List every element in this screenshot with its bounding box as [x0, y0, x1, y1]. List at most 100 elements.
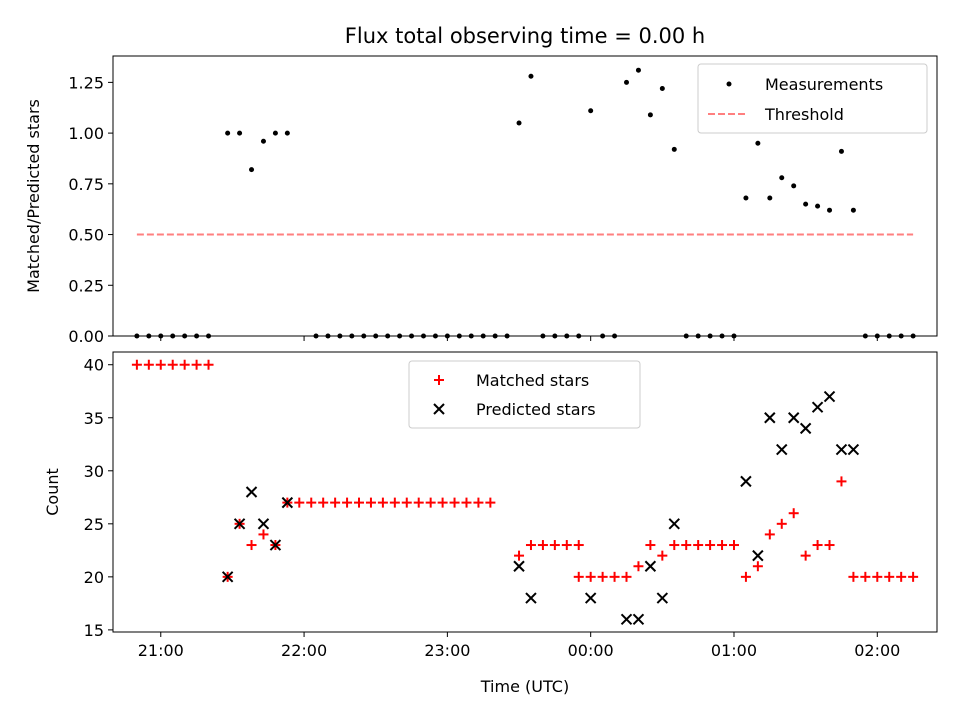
bottom-chart-legend: Matched stars Predicted stars: [408, 360, 641, 429]
predicted-point-21: [823, 390, 836, 403]
matched-point-4: [179, 359, 190, 370]
legend-measurements-label: Measurements: [765, 75, 883, 94]
top-legend-box: [697, 63, 928, 134]
matched-point-50: [740, 571, 751, 582]
predicted-point-3: [257, 518, 270, 530]
matched-point-55: [800, 550, 811, 561]
matched-point-63: [896, 571, 907, 582]
predicted-point-17: [776, 443, 788, 456]
bottom-chart-y-axis: 15 20 25 30 35 40: [84, 356, 113, 640]
matched-point-58: [836, 476, 847, 487]
measurement-point-8: [237, 130, 243, 136]
matched-point-52: [764, 529, 775, 540]
matched-point-27: [461, 497, 472, 508]
matched-point-0: [131, 359, 142, 370]
measurement-point-9: [249, 167, 255, 173]
top-ytick-label-1: 0.25: [68, 276, 104, 295]
matched-point-19: [365, 497, 376, 508]
top-ytick-label-5: 1.25: [68, 73, 104, 92]
predicted-point-7: [525, 592, 537, 604]
bottom-chart-frame: [112, 351, 938, 633]
matched-point-43: [657, 550, 668, 561]
predicted-point-1: [233, 518, 246, 530]
bottom-chart-y-axis-label: Count: [43, 468, 62, 516]
measurement-point-42: [659, 85, 665, 91]
matched-point-22: [401, 497, 412, 508]
predicted-point-8: [584, 592, 597, 604]
top-chart-frame: [112, 55, 938, 337]
bottom-chart-x-axis-label: Time (UTC): [480, 677, 569, 696]
bottom-ytick-label-4: 35: [84, 409, 104, 428]
bottom-xtick-label-3: 00:00: [568, 641, 614, 660]
bottom-ytick-label-0: 15: [84, 621, 104, 640]
matched-point-20: [377, 497, 388, 508]
matched-point-62: [884, 571, 895, 582]
legend-measurements-marker: [726, 81, 732, 87]
top-ytick-label-4: 1.00: [68, 124, 104, 143]
matched-point-56: [812, 540, 823, 551]
bottom-xtick-label-4: 01:00: [711, 641, 757, 660]
measurement-point-52: [779, 175, 785, 181]
bottom-ytick-label-1: 20: [84, 568, 104, 587]
matched-point-39: [609, 571, 620, 582]
matched-point-36: [573, 571, 584, 582]
predicted-point-6: [513, 560, 525, 572]
matched-point-47: [705, 540, 716, 551]
legend-predicted-label: Predicted stars: [476, 400, 596, 419]
matched-point-45: [681, 540, 692, 551]
matched-point-10: [258, 529, 269, 540]
matched-point-34: [561, 540, 572, 551]
top-chart-legend: Measurements Threshold: [697, 63, 928, 134]
predicted-point-0: [221, 571, 234, 583]
predicted-point-9: [620, 613, 633, 625]
measurement-point-30: [516, 120, 522, 126]
measurement-point-56: [827, 207, 833, 213]
predicted-point-23: [847, 443, 860, 456]
matched-point-57: [824, 540, 835, 551]
matched-point-41: [633, 561, 644, 572]
matched-point-64: [908, 571, 919, 582]
predicted-point-19: [799, 422, 812, 435]
measurement-point-50: [755, 140, 761, 146]
predicted-point-10: [632, 613, 645, 625]
bottom-xtick-label-5: 02:00: [854, 641, 900, 660]
matched-point-29: [485, 497, 496, 508]
matched-point-2: [155, 359, 166, 370]
predicted-point-12: [656, 592, 669, 604]
measurement-point-53: [791, 183, 797, 189]
matched-point-9: [246, 540, 257, 551]
predicted-point-2: [245, 486, 258, 498]
matched-point-14: [306, 497, 317, 508]
predicted-point-20: [811, 401, 824, 413]
top-chart-title: Flux total observing time = 0.00 h: [345, 24, 705, 48]
matched-point-32: [537, 540, 548, 551]
matched-point-31: [525, 540, 536, 551]
top-ytick-label-3: 0.75: [68, 175, 104, 194]
matched-point-5: [191, 359, 202, 370]
matched-point-3: [167, 359, 178, 370]
predicted-point-5: [281, 496, 294, 509]
measurement-point-57: [838, 148, 844, 154]
matched-point-54: [788, 508, 799, 519]
top-chart-y-axis-label: Matched/Predicted stars: [24, 99, 43, 293]
predicted-point-16: [764, 412, 776, 424]
matched-point-40: [621, 571, 632, 582]
measurement-point-10: [260, 138, 266, 144]
matched-point-48: [717, 540, 728, 551]
legend-matched-marker: [434, 375, 444, 385]
bottom-xtick-label-1: 22:00: [281, 641, 327, 660]
matched-point-21: [389, 497, 400, 508]
matched-point-38: [597, 571, 608, 582]
predicted-point-11: [644, 560, 657, 572]
matched-point-28: [473, 497, 484, 508]
matched-point-23: [413, 497, 424, 508]
bottom-ytick-label-5: 40: [84, 356, 104, 375]
bottom-ytick-label-3: 30: [84, 462, 104, 481]
measurement-point-11: [272, 130, 278, 136]
matched-point-30: [514, 550, 525, 561]
measurement-point-40: [635, 67, 641, 73]
measurement-point-49: [743, 195, 749, 201]
matched-point-17: [342, 497, 353, 508]
legend-predicted-marker: [433, 403, 445, 415]
measurement-point-51: [767, 195, 773, 201]
